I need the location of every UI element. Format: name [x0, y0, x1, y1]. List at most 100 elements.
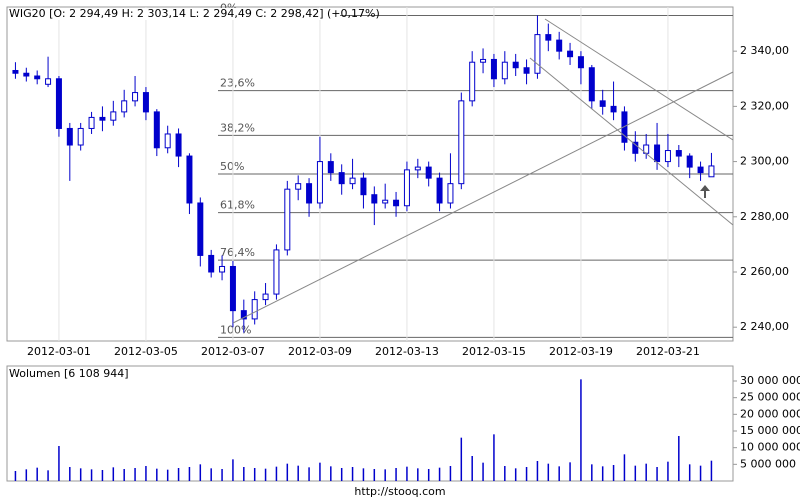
volume-bar	[634, 465, 637, 481]
volume-bar	[351, 467, 354, 481]
volume-bar	[188, 467, 191, 481]
volume-bar	[177, 468, 180, 481]
candle-body	[425, 166, 432, 179]
volume-bar	[678, 436, 680, 481]
volume-bar	[134, 468, 136, 481]
y-tick-label: 5 000 000	[740, 457, 796, 470]
x-tick-label: 2012-03-19	[549, 345, 613, 358]
candle-body	[708, 165, 715, 178]
volume-bar	[221, 469, 223, 481]
candle-body	[621, 111, 628, 143]
candle-body	[447, 183, 454, 204]
x-tick-label: 2012-03-05	[114, 345, 178, 358]
fib-label: 100%	[220, 323, 251, 336]
x-tick-label: 2012-03-15	[462, 345, 526, 358]
candle-body	[545, 34, 552, 41]
channel-line	[529, 57, 734, 226]
volume-bar	[471, 456, 473, 481]
volume-bar	[308, 467, 310, 481]
candle-body	[501, 61, 508, 80]
candle-body	[306, 183, 313, 204]
fib-label: 76,4%	[220, 246, 255, 259]
candle-body	[371, 194, 378, 204]
volume-bar	[591, 464, 593, 481]
volume-bar	[460, 437, 463, 481]
volume-bar	[36, 467, 38, 481]
trend-line	[232, 71, 734, 324]
x-tick-label: 2012-03-07	[201, 345, 265, 358]
candle-body	[360, 177, 367, 196]
candle-body	[664, 150, 671, 163]
candle-body	[686, 155, 693, 168]
volume-bar	[362, 468, 365, 481]
y-tick-label: 10 000 000	[740, 441, 800, 454]
candle-body	[164, 133, 171, 149]
candle-body	[197, 202, 204, 256]
volume-bar	[493, 434, 495, 481]
candle-body	[240, 310, 247, 320]
volume-bar	[373, 469, 376, 481]
candle-body	[55, 78, 62, 129]
volume-bar	[449, 466, 452, 481]
candle-body	[175, 133, 182, 157]
candle-body	[654, 144, 661, 163]
volume-bar	[69, 467, 71, 481]
volume-bar	[123, 469, 125, 481]
volume-bar	[623, 454, 626, 481]
candle-body	[675, 150, 682, 157]
x-tick-label: 2012-03-09	[288, 345, 352, 358]
volume-bar	[253, 468, 256, 481]
candle-body	[599, 100, 606, 107]
candle-body	[219, 265, 226, 273]
volume-bar	[395, 468, 397, 481]
candle-body	[88, 116, 95, 129]
arrow-icon	[700, 185, 710, 198]
volume-bar	[417, 468, 419, 481]
y-tick-label: 15 000 000	[740, 424, 800, 437]
candle-body	[66, 127, 73, 146]
volume-bar	[504, 466, 506, 481]
volume-panel	[6, 365, 734, 482]
volume-bar	[319, 462, 321, 481]
candle-body	[523, 67, 530, 74]
fib-label: 50%	[220, 160, 244, 173]
candle-body	[229, 265, 236, 312]
candle-body	[99, 116, 106, 121]
candle-body	[436, 177, 443, 204]
candle-body	[338, 172, 345, 185]
candle-body	[186, 155, 193, 204]
volume-bar	[667, 461, 669, 481]
volume-bar	[536, 461, 539, 481]
y-tick-label: 30 000 000	[740, 374, 800, 387]
candle-body	[251, 299, 258, 320]
footer: http://stooq.com	[354, 485, 445, 498]
volume-bar	[438, 467, 441, 481]
candle-body	[567, 50, 574, 58]
volume-bar	[145, 466, 147, 481]
volume-bar	[232, 459, 234, 481]
volume-bar	[297, 465, 299, 481]
volume-bar	[14, 471, 17, 481]
candle-body	[295, 183, 302, 190]
volume-title: Wolumen [6 108 944]	[9, 367, 129, 380]
channel-line	[544, 18, 734, 141]
x-tick-label: 2012-03-13	[375, 345, 439, 358]
volume-bar	[612, 465, 615, 481]
candle-body	[349, 177, 356, 185]
y-tick-label: 2 280,00	[740, 210, 789, 223]
y-tick-label: 2 240,00	[740, 320, 789, 333]
candle-body	[490, 58, 497, 80]
candle-body	[588, 67, 595, 102]
candle-body	[403, 169, 410, 207]
candle-body	[393, 199, 400, 207]
candle-body	[316, 161, 323, 204]
candle-body	[142, 92, 149, 113]
volume-bar	[601, 466, 604, 481]
candle-body	[23, 72, 30, 77]
volume-bar	[645, 463, 647, 481]
volume-bar	[166, 469, 169, 481]
y-tick-label: 20 000 000	[740, 407, 800, 420]
volume-bar	[275, 466, 278, 481]
volume-bar	[264, 468, 267, 481]
